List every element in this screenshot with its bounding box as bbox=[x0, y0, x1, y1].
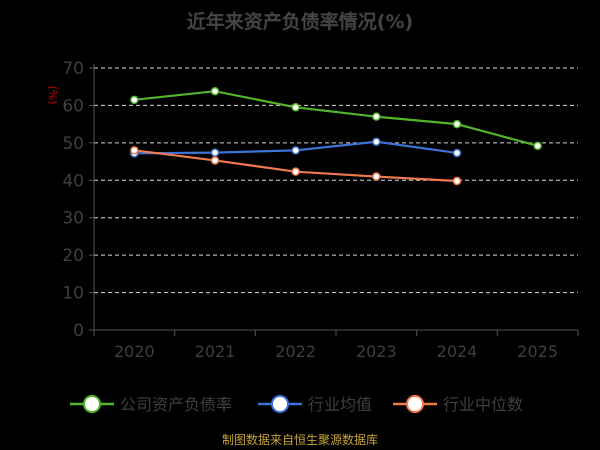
y-tick-label: 50 bbox=[62, 134, 84, 154]
data-point[interactable] bbox=[130, 146, 139, 155]
data-point[interactable] bbox=[291, 167, 300, 176]
x-tick-labels: 2020 2021 2022 2023 2024 2025 bbox=[114, 342, 558, 361]
axes bbox=[89, 64, 579, 336]
x-tick-label: 2023 bbox=[356, 342, 397, 361]
data-point[interactable] bbox=[210, 86, 220, 96]
legend-label: 公司资产负债率 bbox=[120, 395, 232, 414]
series-line bbox=[134, 149, 458, 183]
data-point[interactable] bbox=[452, 176, 462, 186]
data-point[interactable] bbox=[291, 146, 300, 155]
data-point[interactable] bbox=[533, 141, 542, 151]
data-point[interactable] bbox=[210, 148, 220, 157]
source-note: 制图数据来自恒生聚源数据库 bbox=[222, 432, 378, 447]
y-tick-label: 30 bbox=[62, 209, 84, 229]
x-tick-label: 2021 bbox=[195, 342, 236, 361]
series-1 bbox=[130, 137, 462, 158]
chart-title: 近年来资产负债率情况(%) bbox=[187, 10, 413, 33]
legend-label: 行业中位数 bbox=[443, 395, 523, 414]
y-tick-label: 40 bbox=[62, 171, 84, 191]
y-tick-label: 70 bbox=[62, 59, 84, 79]
series-2 bbox=[130, 146, 462, 186]
data-point[interactable] bbox=[210, 156, 220, 165]
data-point[interactable] bbox=[130, 95, 139, 105]
series-line bbox=[134, 90, 538, 147]
legend-marker bbox=[83, 395, 101, 413]
y-tick-labels: 0 10 20 30 40 50 60 70 bbox=[62, 59, 84, 341]
x-tick-label: 2025 bbox=[517, 342, 558, 361]
x-tick-label: 2024 bbox=[437, 342, 478, 361]
legend-label: 行业均值 bbox=[308, 395, 372, 414]
data-point[interactable] bbox=[372, 112, 381, 121]
legend-item-2[interactable]: 行业中位数 bbox=[393, 395, 523, 414]
y-tick-label: 60 bbox=[62, 96, 84, 116]
series-layer bbox=[130, 86, 542, 186]
legend-marker bbox=[406, 395, 424, 413]
legend-item-1[interactable]: 行业均值 bbox=[258, 395, 372, 414]
data-point[interactable] bbox=[452, 148, 462, 158]
legend-item-0[interactable]: 公司资产负债率 bbox=[70, 395, 232, 414]
data-point[interactable] bbox=[452, 119, 462, 129]
x-tick-label: 2022 bbox=[275, 342, 316, 361]
y-tick-label: 0 bbox=[73, 321, 84, 341]
y-tick-label: 20 bbox=[62, 246, 84, 266]
y-tick-label: 10 bbox=[62, 284, 84, 304]
legend[interactable]: 公司资产负债率 行业均值 行业中位数 bbox=[70, 395, 523, 414]
x-tick-label: 2020 bbox=[114, 342, 155, 361]
y-unit-label: (%) bbox=[46, 85, 59, 104]
grid bbox=[94, 67, 578, 294]
data-point[interactable] bbox=[291, 103, 300, 112]
series-0 bbox=[130, 86, 542, 151]
data-point[interactable] bbox=[372, 172, 381, 181]
data-point[interactable] bbox=[372, 137, 381, 146]
legend-marker bbox=[271, 395, 289, 413]
